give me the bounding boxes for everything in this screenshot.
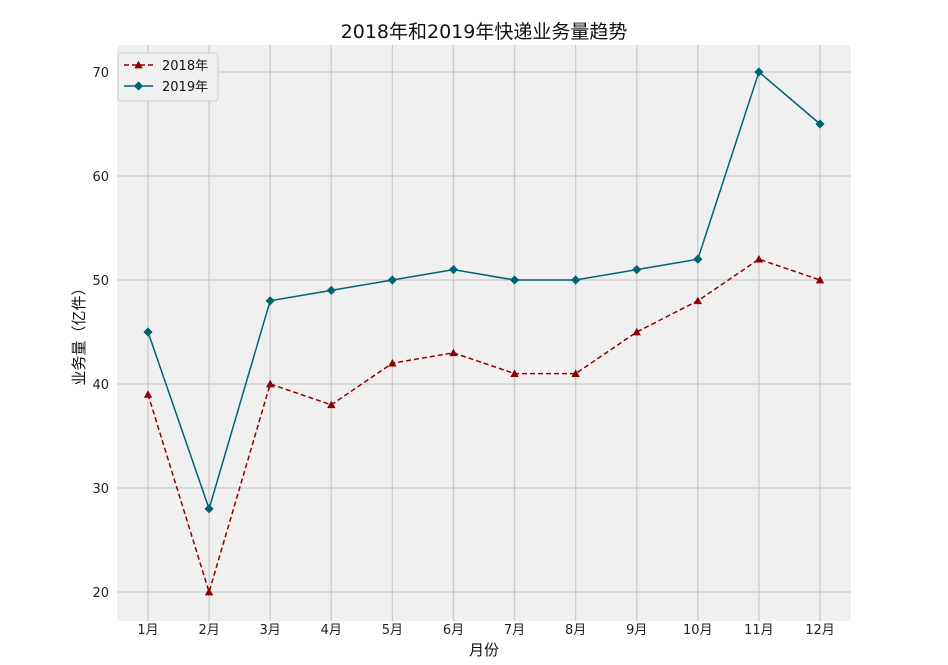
legend-label: 2019年 bbox=[162, 80, 208, 95]
chart-title: 2018年和2019年快递业务量趋势 bbox=[341, 21, 628, 43]
data-point bbox=[204, 504, 214, 514]
data-point bbox=[326, 285, 336, 295]
series-1 bbox=[143, 255, 825, 596]
legend: 2018年 2019年 bbox=[117, 52, 219, 102]
x-tick-label: 6月 bbox=[443, 623, 464, 638]
grid bbox=[117, 45, 851, 621]
x-tick-label: 11月 bbox=[744, 623, 774, 638]
data-point bbox=[265, 296, 275, 306]
legend-item: 2019年 bbox=[124, 80, 208, 95]
x-axis-title: 月份 bbox=[469, 641, 499, 659]
data-point bbox=[143, 327, 153, 337]
y-tick-label: 70 bbox=[92, 66, 109, 81]
y-tick-label: 20 bbox=[92, 586, 109, 601]
series-line bbox=[147, 258, 821, 595]
legend-marker bbox=[134, 60, 143, 69]
legend-label: 2018年 bbox=[162, 59, 208, 74]
data-point bbox=[693, 254, 703, 264]
data-point bbox=[754, 255, 764, 263]
legend-marker bbox=[133, 81, 144, 91]
data-point bbox=[448, 265, 459, 275]
x-tick-label: 7月 bbox=[504, 623, 525, 638]
data-point bbox=[509, 275, 520, 285]
x-tick-label: 1月 bbox=[137, 623, 158, 638]
data-point bbox=[204, 587, 214, 596]
data-point bbox=[571, 275, 581, 285]
x-tick-label: 4月 bbox=[321, 623, 342, 638]
data-point bbox=[449, 348, 458, 357]
data-point bbox=[327, 400, 336, 409]
series-2 bbox=[143, 67, 825, 514]
y-tick-label: 40 bbox=[92, 378, 109, 393]
series-layer bbox=[143, 67, 825, 596]
data-point bbox=[815, 119, 825, 129]
x-tick-label: 8月 bbox=[565, 623, 586, 638]
x-tick-label: 5月 bbox=[382, 623, 403, 638]
y-tick-label: 60 bbox=[92, 170, 109, 185]
legend-item: 2018年 bbox=[124, 59, 208, 74]
series-line bbox=[147, 70, 821, 512]
plot-background bbox=[117, 45, 851, 621]
data-point bbox=[632, 327, 641, 336]
data-point bbox=[632, 265, 642, 275]
data-point bbox=[387, 275, 397, 285]
tick-labels: 1月 2月 3月 4月 5月 6月 7月 8月 9月 10月 11月 12月 20 30 40 50 60 70 bbox=[92, 66, 834, 638]
y-axis-title: 业务量（亿件） bbox=[70, 280, 88, 385]
legend-items: 2018年 2019年 bbox=[124, 59, 208, 95]
x-tick-label: 10月 bbox=[683, 623, 713, 638]
x-tick-label: 9月 bbox=[626, 623, 647, 638]
y-tick-label: 50 bbox=[92, 274, 109, 289]
x-tick-label: 2月 bbox=[198, 623, 219, 638]
data-point bbox=[143, 390, 153, 398]
data-point bbox=[571, 369, 580, 377]
data-point bbox=[815, 275, 825, 284]
y-tick-label: 30 bbox=[92, 482, 109, 497]
x-tick-label: 3月 bbox=[260, 623, 281, 638]
data-point bbox=[510, 369, 519, 377]
data-point bbox=[754, 67, 764, 77]
data-point bbox=[265, 379, 275, 388]
x-tick-label: 12月 bbox=[805, 623, 835, 638]
data-point bbox=[693, 296, 703, 305]
data-point bbox=[388, 359, 397, 367]
